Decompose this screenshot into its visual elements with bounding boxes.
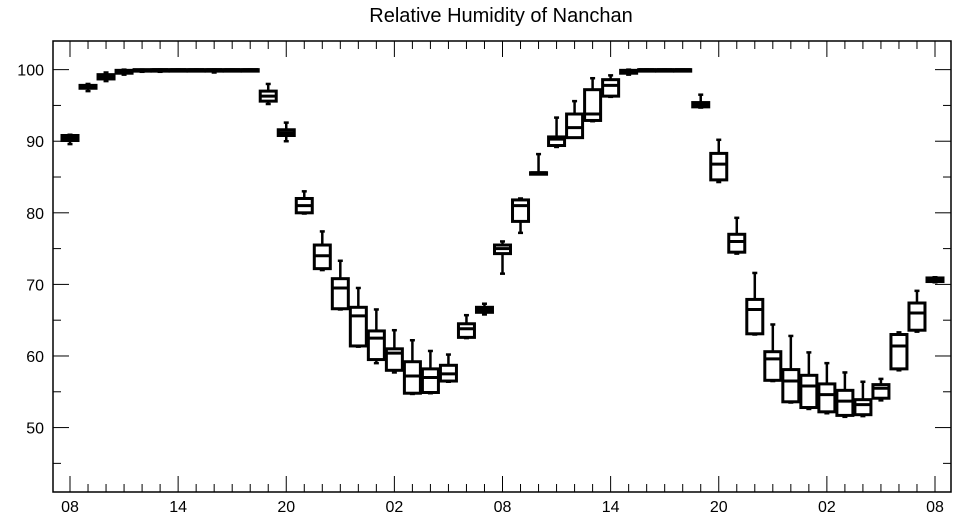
y-tick-label: 80	[26, 206, 44, 223]
box-group	[745, 271, 765, 336]
box-group	[853, 380, 873, 418]
iqr-box	[456, 322, 476, 339]
iqr-box	[763, 350, 783, 382]
box-group	[456, 313, 476, 340]
iqr-box	[907, 301, 927, 332]
x-tick-label: 02	[818, 499, 836, 516]
y-axis: 50 60 70 80 90 100	[17, 63, 951, 464]
box-group	[871, 377, 891, 402]
box-group	[294, 190, 314, 215]
box-group	[330, 259, 350, 311]
iqr-box	[871, 383, 891, 400]
iqr-box	[835, 388, 855, 417]
iqr-box	[781, 368, 801, 404]
iqr-box	[565, 112, 585, 140]
box-group	[583, 76, 603, 123]
x-tick-label: 14	[602, 499, 620, 516]
box-group	[114, 68, 134, 76]
iqr-box	[727, 232, 747, 254]
x-tick-label: 14	[169, 499, 187, 516]
iqr-box	[420, 367, 440, 394]
x-axis: 08 14 20 02 08 14 20 02 08	[61, 41, 944, 516]
box-group	[204, 68, 224, 74]
box-group	[781, 334, 801, 404]
box-group	[348, 286, 368, 348]
box-group	[619, 68, 639, 76]
box-group	[511, 197, 531, 235]
box-group	[78, 82, 98, 93]
box-group	[889, 331, 909, 372]
box-group	[799, 351, 819, 411]
y-tick-label: 60	[26, 349, 44, 366]
box-group	[258, 82, 278, 106]
box-group	[222, 68, 242, 73]
box-group	[925, 275, 945, 284]
box-group	[817, 361, 837, 415]
box-group	[727, 216, 747, 255]
x-tick-label: 08	[926, 499, 944, 516]
y-tick-label: 100	[17, 63, 44, 80]
iqr-box	[817, 382, 837, 414]
box-group	[493, 240, 512, 275]
iqr-box	[709, 151, 729, 182]
x-tick-label: 02	[385, 499, 403, 516]
y-tick-label: 70	[26, 277, 44, 294]
box-group	[565, 99, 585, 140]
box-group	[384, 328, 404, 374]
x-tick-label: 20	[277, 499, 295, 516]
y-tick-label: 50	[26, 421, 44, 438]
iqr-box	[853, 398, 873, 417]
box-group	[96, 71, 116, 83]
box-group	[438, 353, 458, 384]
box-group	[402, 338, 422, 396]
iqr-box	[511, 198, 531, 223]
iqr-box	[889, 333, 909, 371]
box-group	[132, 68, 152, 74]
iqr-box	[799, 373, 819, 410]
box-series	[60, 68, 945, 419]
iqr-box	[330, 277, 350, 311]
box-group	[186, 68, 206, 73]
box-group	[673, 68, 693, 73]
chart-title: Relative Humidity of Nanchan	[369, 5, 632, 27]
box-group	[60, 133, 80, 146]
box-group	[420, 349, 440, 395]
x-tick-label: 20	[710, 499, 728, 516]
x-tick-label: 08	[494, 499, 512, 516]
iqr-box	[745, 297, 765, 336]
box-group	[366, 308, 386, 365]
x-tick-label: 08	[61, 499, 79, 516]
box-group	[637, 68, 657, 73]
box-group	[907, 289, 927, 333]
iqr-box	[348, 305, 368, 348]
y-tick-label: 90	[26, 134, 44, 151]
box-group	[276, 121, 296, 143]
box-group	[150, 68, 170, 74]
box-group	[547, 116, 567, 149]
iqr-box	[583, 88, 603, 122]
box-group	[529, 152, 549, 176]
box-group	[709, 138, 729, 184]
box-group	[691, 93, 711, 109]
box-group	[168, 68, 188, 73]
box-group	[601, 74, 621, 99]
iqr-box	[547, 135, 567, 148]
box-group	[655, 68, 675, 73]
box-group	[240, 68, 260, 73]
box-group	[312, 230, 332, 272]
box-group	[835, 371, 855, 419]
box-group	[763, 323, 783, 383]
iqr-box	[366, 329, 386, 362]
iqr-box	[601, 78, 621, 98]
box-group	[474, 302, 494, 316]
